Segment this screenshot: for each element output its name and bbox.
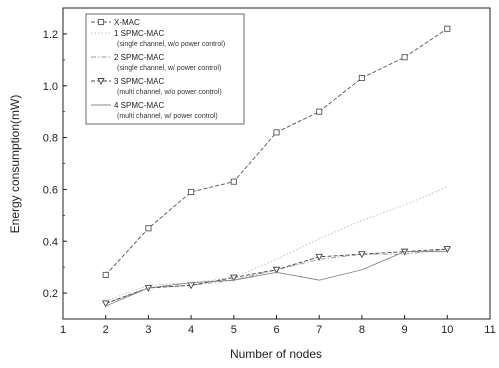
y-tick-label: 0.4 [43,236,58,248]
series-line [105,251,448,307]
data-point [272,266,281,274]
legend-label: 3 SPMC-MAC [114,77,164,86]
series-3 [105,248,448,304]
legend-entry-2: 1 SPMC-MAC (single channel, w/o power con… [91,29,225,48]
data-point [316,108,323,115]
x-tick-label: 3 [145,324,151,336]
series-line [105,248,448,304]
y-axis-title: Energy consumption(mW) [8,95,22,234]
data-point [273,129,280,136]
x-tick-label: 8 [359,324,365,336]
legend-entry-3: 2 SPMC-MAC (single channel, w/ power cont… [91,53,221,72]
y-tick-label: 0.2 [43,288,58,300]
data-point [443,246,452,253]
data-point [358,74,365,82]
legend-sublabel: (multi channel, w/ power control) [117,113,218,120]
x-tick-label: 4 [188,324,194,336]
x-tick-label: 9 [402,324,408,336]
legend-label: X-MAC [114,18,140,27]
series-line [105,248,448,304]
data-point [230,274,238,282]
x-tick-label: 11 [484,324,495,336]
x-tick-label: 1 [60,324,66,336]
y-tick-label: 1.2 [43,29,58,41]
data-point [102,271,109,278]
data-point [358,251,366,259]
data-point [315,253,323,261]
legend-marker [97,78,105,85]
y-tick-label: 0.8 [43,133,58,145]
legend-label: 1 SPMC-MAC [114,29,164,38]
legend-entry-1: X-MAC [91,18,140,27]
data-point [145,225,152,232]
legend-sublabel: (single channel, w/ power control) [117,65,221,72]
series-2 [105,186,448,302]
legend-label: 2 SPMC-MAC [114,53,164,62]
x-tick-label: 10 [441,324,453,336]
series-4 [101,246,452,308]
series-line [105,186,448,302]
x-tick-label: 7 [316,324,322,336]
x-tick-label: 2 [103,324,109,336]
x-tick-label: 5 [231,324,237,336]
legend-marker [97,18,105,26]
y-tick-label: 1.0 [43,81,58,93]
x-axis-ticks: 1 2 3 4 5 6 7 8 9 10 11 [60,315,496,336]
legend-entry-4: 3 SPMC-MAC (multi channel, w/o power cont… [91,77,222,96]
legend-sublabel: (multi channel, w/o power control) [117,89,222,96]
legend-sublabel: (single channel, w/o power control) [117,41,225,48]
x-tick-label: 6 [273,324,279,336]
x-axis-title: Number of nodes [230,347,322,361]
y-tick-label: 0.6 [43,184,58,196]
data-point [101,300,110,308]
data-point [401,54,408,61]
legend-label: 4 SPMC-MAC [114,101,164,110]
data-point [188,188,195,196]
y-axis-ticks: 0.2 0.4 0.6 0.8 1.0 1.2 [43,29,67,320]
legend-entry-5: 4 SPMC-MAC (multi channel, w/ power contr… [91,101,218,120]
legend-box [85,13,245,125]
series-1 [102,25,451,278]
data-point [444,25,451,32]
legend: X-MAC 1 SPMC-MAC (single channel, w/o powe… [85,13,245,125]
data-point [230,178,237,185]
series-layer [101,25,452,308]
series-5 [105,251,448,307]
